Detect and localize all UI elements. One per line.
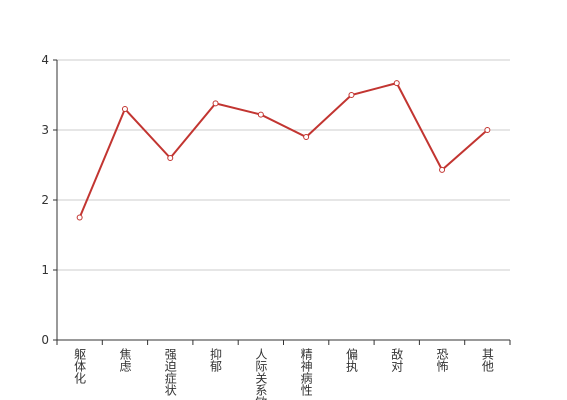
point <box>121 106 128 112</box>
x-tick-label: 敌对 <box>390 347 404 372</box>
y-tick-label: 1 <box>41 263 49 277</box>
y-tick-label: 3 <box>41 123 49 137</box>
point <box>348 92 355 98</box>
line <box>78 81 489 218</box>
y-tick-label: 4 <box>41 53 49 67</box>
x-tick-label: 焦虑 <box>118 348 132 372</box>
x-tick-label: 其他 <box>480 348 494 372</box>
x-tick-label: 强迫症状 <box>163 348 177 396</box>
y-tick-label: 2 <box>41 193 49 207</box>
point <box>303 134 310 140</box>
y-tick-label: 0 <box>41 333 49 347</box>
x-tick-label: 人际关系敏感 <box>254 348 268 400</box>
point <box>76 214 83 221</box>
point <box>439 166 446 173</box>
point <box>167 155 174 161</box>
point <box>484 127 491 133</box>
x-tick-label: 躯体化 <box>73 347 87 385</box>
x-tick-label: 偏执 <box>344 347 358 373</box>
point <box>257 111 264 118</box>
x-tick-label: 恐怖 <box>435 348 449 372</box>
x-tick-label: 抑郁 <box>209 347 223 373</box>
x-tick-label: 精神病性 <box>299 348 313 397</box>
point <box>393 80 400 87</box>
point <box>212 100 219 107</box>
